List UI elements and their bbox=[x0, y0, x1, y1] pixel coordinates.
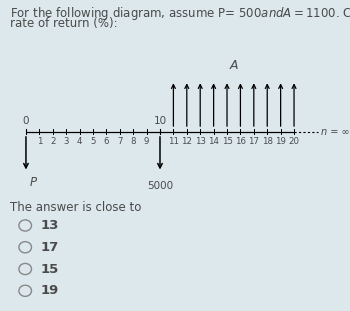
Text: 14: 14 bbox=[208, 137, 219, 146]
Text: 15: 15 bbox=[40, 262, 58, 276]
Text: 4: 4 bbox=[77, 137, 82, 146]
Text: 1: 1 bbox=[37, 137, 42, 146]
Text: 19: 19 bbox=[40, 284, 58, 297]
Text: n = ∞: n = ∞ bbox=[321, 127, 349, 137]
Text: 6: 6 bbox=[104, 137, 109, 146]
Text: 11: 11 bbox=[168, 137, 179, 146]
Text: 2: 2 bbox=[50, 137, 56, 146]
Text: rate of return (%):: rate of return (%): bbox=[10, 17, 118, 30]
Text: 16: 16 bbox=[235, 137, 246, 146]
Text: 17: 17 bbox=[40, 241, 58, 254]
Text: 15: 15 bbox=[222, 137, 232, 146]
Text: 19: 19 bbox=[275, 137, 286, 146]
Text: 13: 13 bbox=[195, 137, 206, 146]
Text: 18: 18 bbox=[262, 137, 273, 146]
Text: 3: 3 bbox=[63, 137, 69, 146]
Text: 10: 10 bbox=[153, 116, 167, 126]
Text: 5: 5 bbox=[90, 137, 96, 146]
Text: 13: 13 bbox=[40, 219, 59, 232]
Text: 7: 7 bbox=[117, 137, 122, 146]
Text: 9: 9 bbox=[144, 137, 149, 146]
Text: 5000: 5000 bbox=[147, 181, 173, 191]
Text: 20: 20 bbox=[288, 137, 300, 146]
Text: 12: 12 bbox=[181, 137, 192, 146]
Text: 8: 8 bbox=[131, 137, 136, 146]
Text: 17: 17 bbox=[248, 137, 259, 146]
Text: A: A bbox=[230, 59, 238, 72]
Text: 0: 0 bbox=[23, 116, 29, 126]
Text: P: P bbox=[30, 176, 37, 189]
Text: The answer is close to: The answer is close to bbox=[10, 201, 142, 214]
Text: For the following diagram, assume P= $500 and A= $1100. Compute the: For the following diagram, assume P= $50… bbox=[10, 5, 350, 22]
